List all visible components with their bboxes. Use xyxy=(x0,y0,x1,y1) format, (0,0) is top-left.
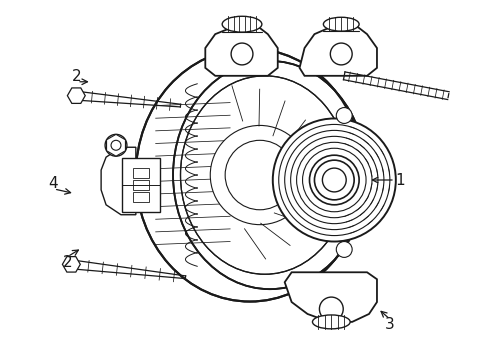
Circle shape xyxy=(290,136,377,224)
Circle shape xyxy=(330,43,351,65)
Polygon shape xyxy=(101,147,136,215)
Polygon shape xyxy=(133,180,148,190)
Circle shape xyxy=(224,140,294,210)
Polygon shape xyxy=(299,24,376,76)
Circle shape xyxy=(272,118,395,242)
Text: 3: 3 xyxy=(385,317,394,332)
Polygon shape xyxy=(205,24,277,76)
Circle shape xyxy=(210,125,309,225)
Polygon shape xyxy=(67,88,85,103)
Circle shape xyxy=(105,134,127,156)
Circle shape xyxy=(314,160,353,200)
Polygon shape xyxy=(62,257,80,272)
Polygon shape xyxy=(133,192,148,202)
Polygon shape xyxy=(284,272,376,322)
Circle shape xyxy=(309,155,358,205)
Text: 2: 2 xyxy=(72,69,82,84)
Ellipse shape xyxy=(312,315,349,329)
Circle shape xyxy=(322,168,346,192)
Ellipse shape xyxy=(136,49,364,302)
Text: 2: 2 xyxy=(62,255,72,270)
Circle shape xyxy=(296,142,371,218)
Ellipse shape xyxy=(180,76,348,274)
Circle shape xyxy=(302,148,366,212)
Circle shape xyxy=(322,168,346,192)
Circle shape xyxy=(336,242,351,257)
Ellipse shape xyxy=(323,17,358,31)
Polygon shape xyxy=(122,158,160,212)
Polygon shape xyxy=(133,168,148,178)
Text: 4: 4 xyxy=(48,176,58,191)
Text: 1: 1 xyxy=(394,172,404,188)
Circle shape xyxy=(284,130,383,230)
Circle shape xyxy=(319,297,343,321)
Circle shape xyxy=(111,140,121,150)
Polygon shape xyxy=(106,134,125,156)
Circle shape xyxy=(278,125,389,235)
Circle shape xyxy=(336,108,351,123)
Ellipse shape xyxy=(173,61,366,289)
Circle shape xyxy=(231,43,252,65)
Ellipse shape xyxy=(222,16,262,32)
